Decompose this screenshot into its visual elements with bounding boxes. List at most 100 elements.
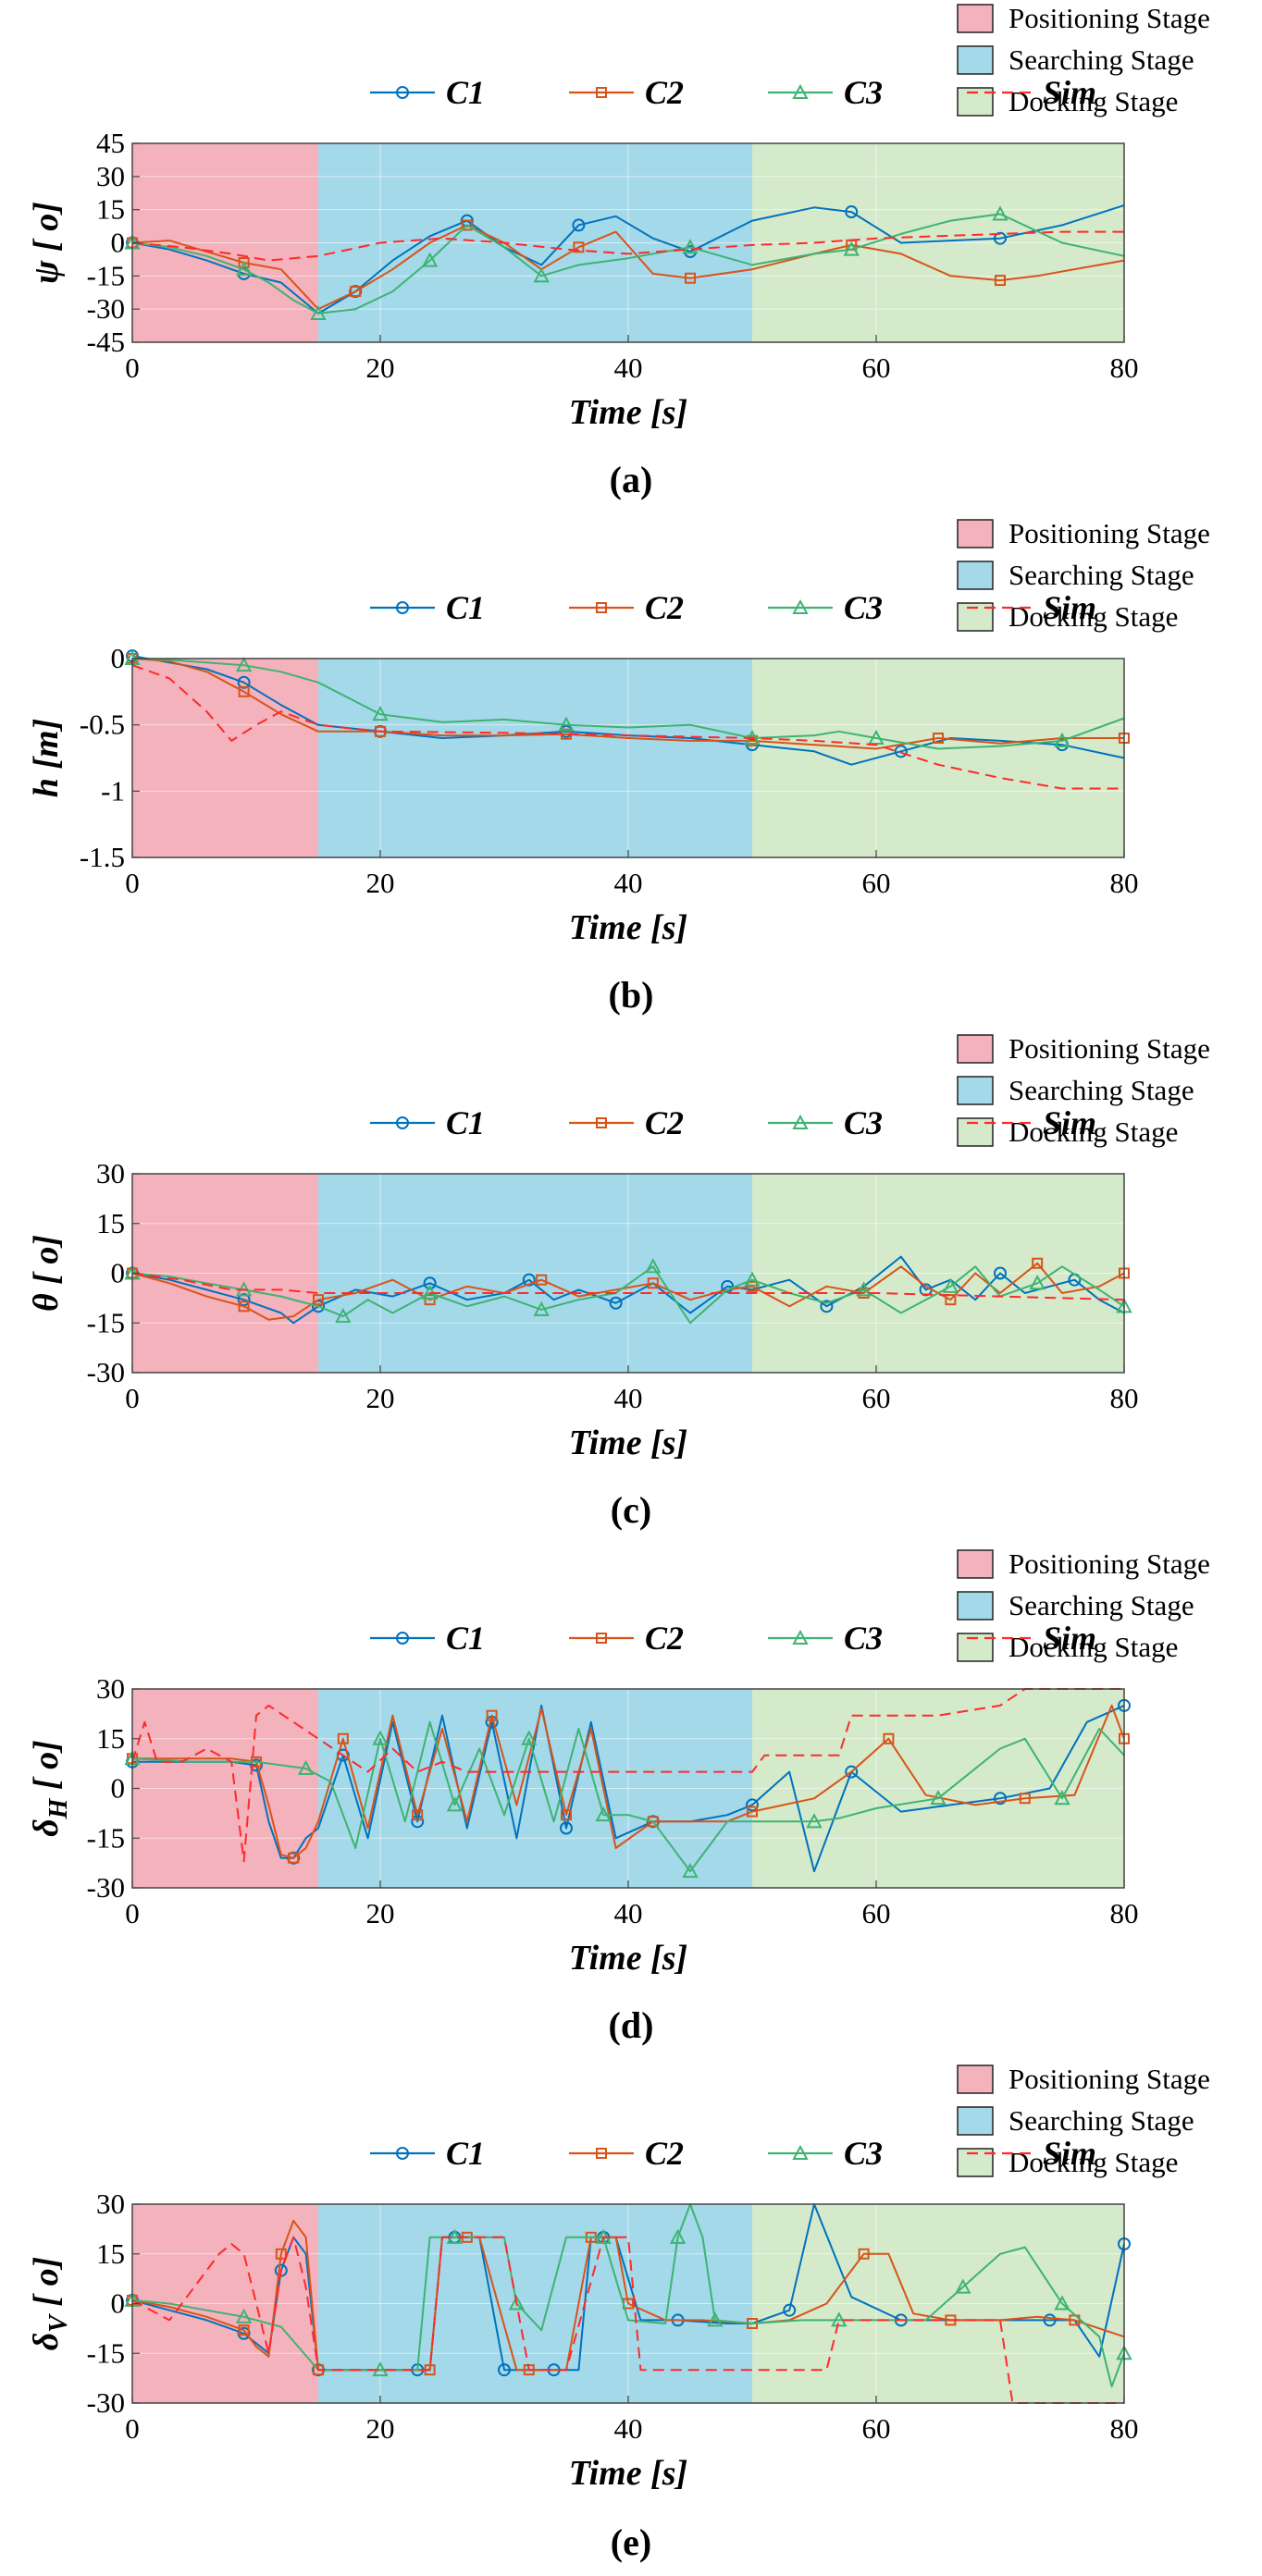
data-point-C3 (446, 1796, 464, 1812)
y-tick-label: -45 (87, 326, 125, 358)
panel-label-b: (b) (608, 974, 654, 1016)
series-legend: C1 C2 C3 Sim (370, 74, 1096, 111)
data-point-C3 (335, 1307, 352, 1324)
panel-label-a: (a) (609, 459, 653, 500)
data-point-C3 (682, 1862, 699, 1879)
data-point-C2 (995, 275, 1006, 287)
data-point-C3 (930, 1790, 946, 1806)
stage-backgrounds (132, 659, 1124, 857)
y-tick-label: 45 (96, 127, 125, 159)
y-tick-label: -1.5 (80, 841, 125, 873)
y-tick-label: 15 (96, 1722, 125, 1755)
series (124, 2203, 1132, 2404)
legend-label-C1: C1 (446, 1104, 485, 1141)
series-legend: C1 C2 C3 Sim (370, 1620, 1096, 1657)
stage-legend: Positioning Stage Searching Stage Docking … (957, 2, 1210, 117)
series-line-C2 (131, 1262, 1125, 1321)
data-point-C1 (498, 2363, 511, 2377)
series-line-C3 (131, 2203, 1125, 2388)
series-legend: C1 C2 C3 Sim (370, 1104, 1096, 1141)
legend-label-C2: C2 (645, 2135, 684, 2172)
stage-legend-label-positioning: Positioning Stage (1008, 2, 1210, 34)
data-point-C3 (235, 261, 253, 277)
stage-legend-swatch-positioning (957, 1549, 994, 1579)
series-line-Sim (131, 664, 1124, 790)
legend-label-Sim: Sim (1043, 1104, 1096, 1141)
y-axis-label: δV [ o] (27, 2257, 73, 2350)
y-tick-label: 0 (111, 1257, 126, 1289)
data-point-C1 (783, 2303, 797, 2317)
stage-band-positioning (132, 659, 318, 857)
data-point-C2 (337, 1732, 349, 1744)
stage-legend-label-docking: Docking Stage (1008, 2146, 1178, 2178)
series-line-C2 (132, 1704, 1125, 1859)
x-tick-label: 40 (614, 2412, 643, 2445)
data-point-C2 (1019, 1793, 1031, 1805)
series-legend: C1 C2 C3 Sim (370, 589, 1096, 626)
y-axis-label: h [m] (27, 719, 66, 798)
x-tick-label: 60 (862, 2412, 891, 2445)
data-point-C3 (1029, 1275, 1045, 1290)
y-tick-label: 15 (96, 2237, 125, 2270)
data-point-C2 (1032, 1257, 1044, 1269)
legend-label-C1: C1 (446, 589, 485, 626)
data-point-C1 (423, 1276, 437, 1290)
data-point-C2 (238, 685, 250, 697)
y-axis-label: δH [ o] (27, 1740, 73, 1837)
data-point-C3 (1054, 1790, 1070, 1806)
y-tick-label: -15 (87, 259, 125, 291)
data-point-C2 (945, 1294, 957, 1306)
stage-legend: Positioning Stage Searching Stage Docking … (957, 1547, 1210, 1663)
data-point-C3 (744, 1271, 761, 1287)
y-tick-label: 15 (96, 1207, 125, 1239)
series-line-Sim (131, 230, 1124, 262)
x-tick-label: 0 (125, 1897, 140, 1929)
data-point-C3 (955, 2278, 971, 2294)
stage-band-searching (318, 659, 752, 857)
x-axis-label: Time [s] (569, 1939, 687, 1978)
stage-legend-label-searching: Searching Stage (1008, 43, 1194, 76)
data-point-C3 (558, 716, 575, 732)
chart-panel-a: Positioning Stage Searching Stage Docking … (27, 2, 1210, 432)
stage-legend-swatch-positioning (957, 2064, 994, 2094)
y-axis-label: ψ [ o] (27, 202, 66, 284)
data-point-C3 (508, 2295, 526, 2311)
y-tick-label: -30 (87, 1871, 125, 1904)
x-axis-label: Time [s] (569, 2454, 687, 2493)
data-point-C2 (647, 1816, 659, 1828)
stage-legend-swatch-searching (957, 561, 994, 590)
y-tick-label: -0.5 (80, 709, 125, 741)
x-tick-label: 60 (862, 867, 891, 899)
data-point-C3 (645, 1258, 662, 1274)
data-point-C1 (894, 745, 908, 758)
data-point-C3 (942, 1277, 959, 1293)
y-tick-label: -1 (101, 774, 125, 807)
legend-label-C1: C1 (446, 2135, 485, 2172)
series-line-C3 (131, 213, 1125, 314)
stage-legend-label-docking: Docking Stage (1008, 1115, 1178, 1148)
x-tick-label: 20 (366, 1897, 395, 1929)
legend-marker-C3 (792, 1629, 809, 1645)
chart-panel-b: Positioning Stage Searching Stage Docking … (27, 517, 1210, 947)
y-tick-label: -15 (87, 1306, 125, 1338)
data-point-C3 (855, 1281, 872, 1297)
x-tick-label: 20 (366, 2412, 395, 2445)
data-point-C2 (238, 2324, 250, 2336)
x-axis-label: Time [s] (569, 1424, 687, 1462)
data-point-C2 (275, 2248, 287, 2260)
stage-legend-label-searching: Searching Stage (1008, 1074, 1194, 1106)
stage-legend-label-searching: Searching Stage (1008, 559, 1194, 591)
x-tick-label: 0 (125, 1382, 140, 1414)
legend-marker-C1 (396, 1632, 409, 1645)
data-point-C2 (238, 257, 250, 268)
legend-marker-C3 (792, 2144, 809, 2160)
data-point-C2 (647, 1277, 659, 1289)
x-tick-label: 0 (125, 867, 140, 899)
y-tick-label: 30 (96, 2188, 125, 2220)
series-legend: C1 C2 C3 Sim (370, 2135, 1096, 2172)
legend-label-Sim: Sim (1043, 2135, 1096, 2172)
stage-legend-swatch-positioning (957, 519, 994, 548)
y-tick-label: 0 (111, 1772, 126, 1805)
stage-band-docking (752, 659, 1124, 857)
